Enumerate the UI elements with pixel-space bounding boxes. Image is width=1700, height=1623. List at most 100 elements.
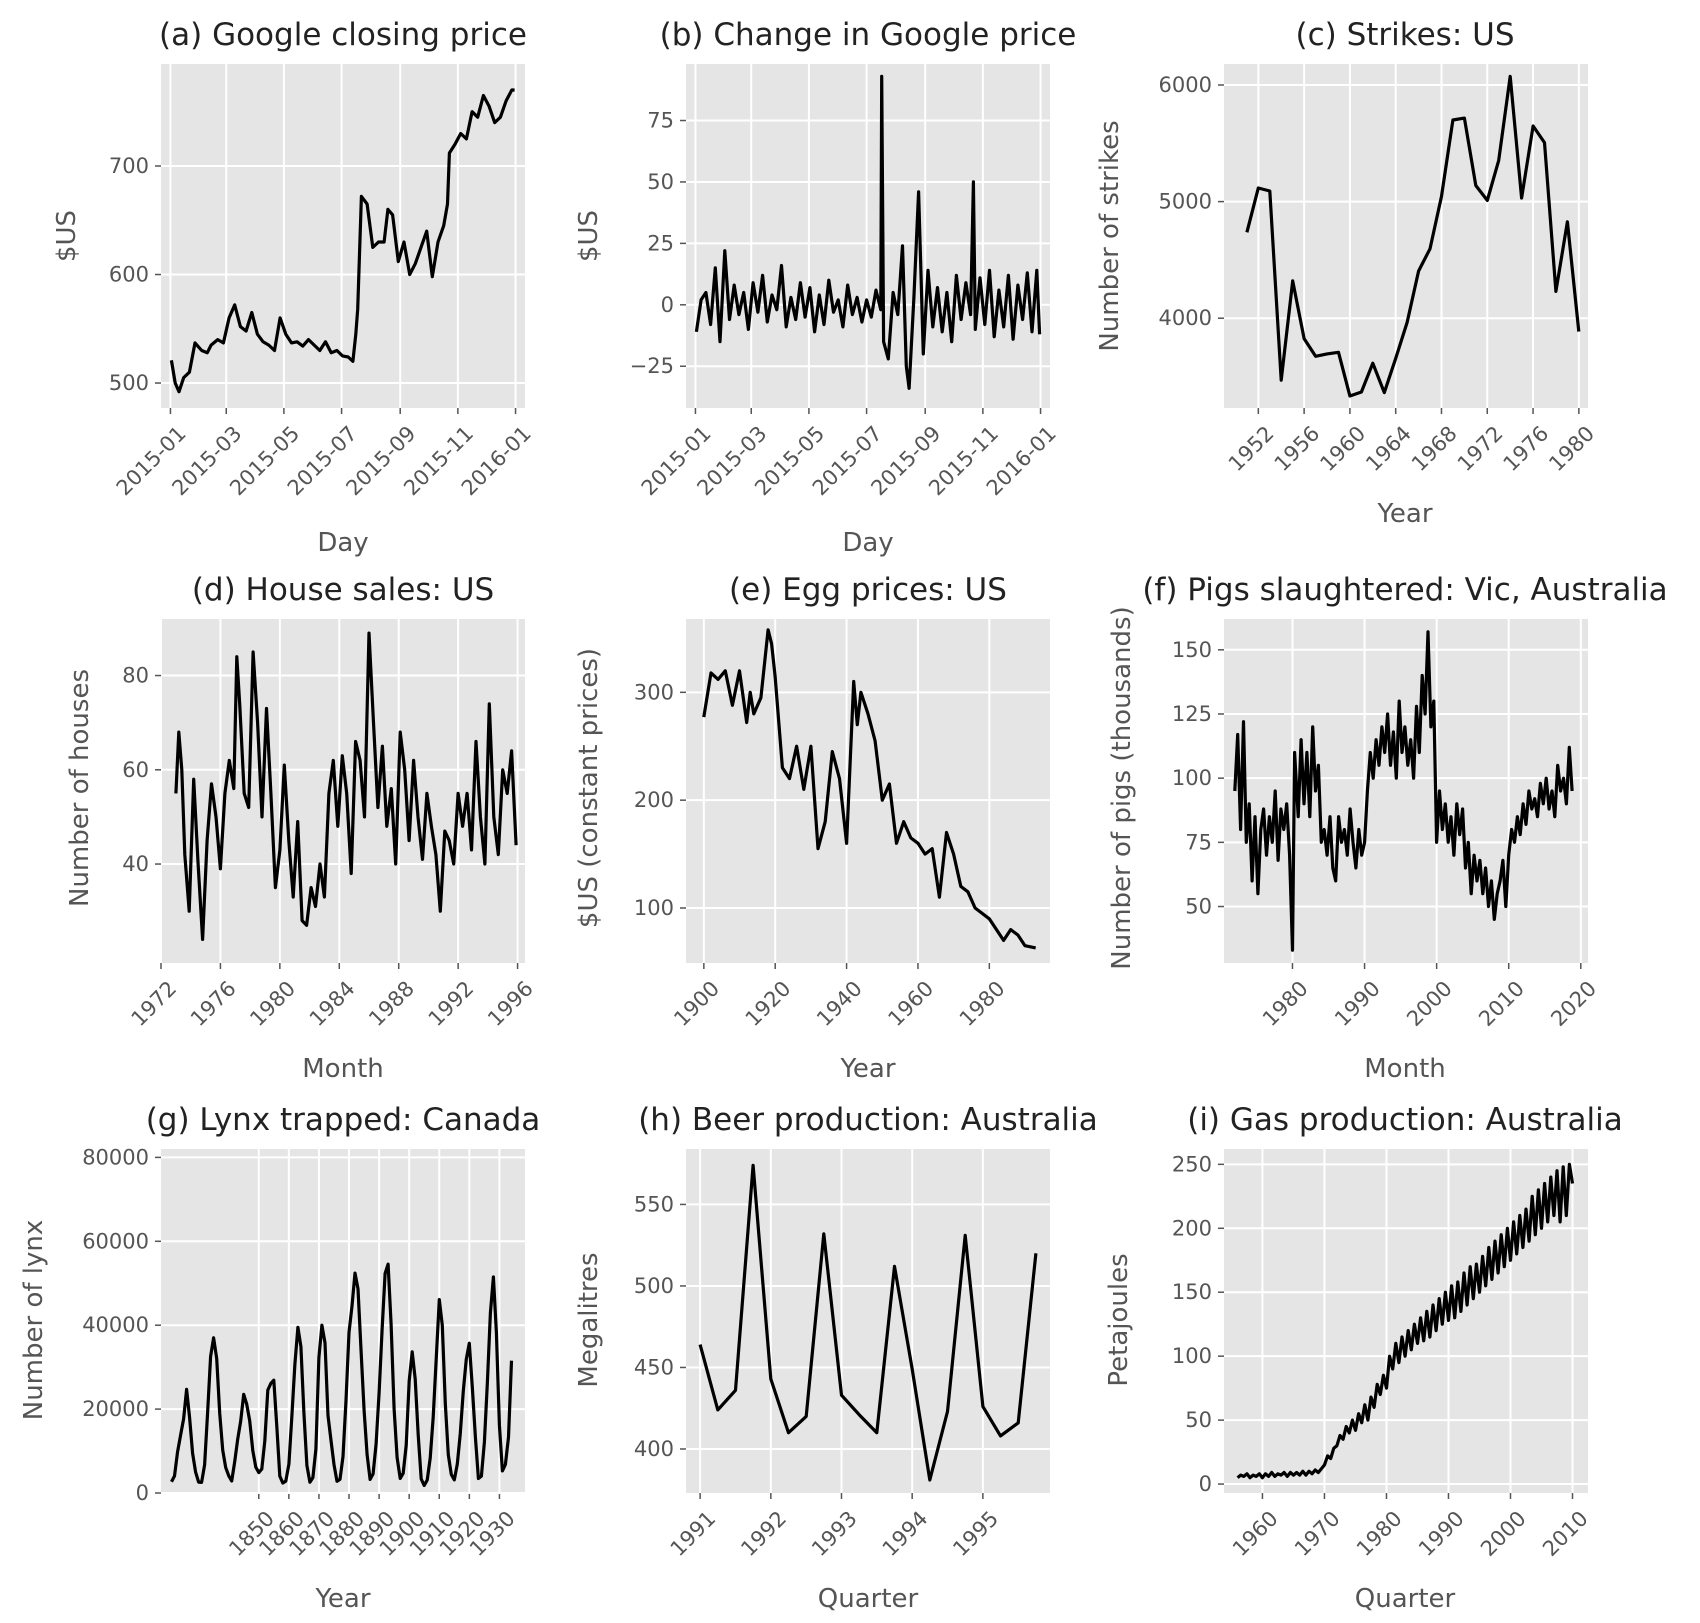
panel-f-background xyxy=(1224,619,1588,963)
panel-g-ylabel: Number of lynx xyxy=(19,1220,49,1421)
panel-a-ytick-label: 700 xyxy=(109,154,149,178)
panel-c-xtick-label: 1956 xyxy=(1270,421,1325,476)
panel-h-ytick-label: 450 xyxy=(634,1355,674,1379)
panel-i-plot-area xyxy=(1218,1149,1588,1499)
panel-i-xtick-label: 2000 xyxy=(1476,1506,1531,1561)
panel-c-plot-area xyxy=(1218,64,1588,414)
panel-i-xtick-label: 1970 xyxy=(1290,1506,1345,1561)
panel-a-ylabel: $US xyxy=(52,210,82,262)
panel-i-title: (i) Gas production: Australia xyxy=(1187,1102,1623,1138)
panel-g-series-line xyxy=(170,1262,514,1488)
panel-b-ytick-label: 50 xyxy=(647,170,674,194)
panel-e-ytick-label: 200 xyxy=(634,788,674,812)
panel-d-ylabel: Number of houses xyxy=(65,669,95,907)
panel-g-title: (g) Lynx trapped: Canada xyxy=(146,1102,541,1138)
panel-b-ytick-label: 75 xyxy=(647,109,674,133)
panel-f-ylabel: Number of pigs (thousands) xyxy=(1107,606,1137,969)
panel-b-ytick-label: 25 xyxy=(647,231,674,255)
panel-g-xlabel: Year xyxy=(314,1584,370,1614)
panel-i-ytick-label: 0 xyxy=(1199,1472,1212,1496)
panel-d-ytick-label: 40 xyxy=(122,852,149,876)
panel-i-ylabel: Petajoules xyxy=(1104,1253,1134,1386)
panel-i-xlabel: Quarter xyxy=(1355,1584,1456,1614)
panel-d-xtick-label: 1980 xyxy=(245,976,300,1031)
panel-g-ytick-label: 80000 xyxy=(82,1145,149,1169)
panel-h-ylabel: Megalitres xyxy=(574,1252,604,1387)
panel-g: (g) Lynx trapped: Canada Year Number of … xyxy=(19,1102,540,1614)
panel-c-xtick-label: 1976 xyxy=(1499,421,1554,476)
panel-h-ytick-label: 400 xyxy=(634,1437,674,1461)
panel-f-xlabel: Month xyxy=(1364,1054,1446,1084)
panel-d-ytick-label: 80 xyxy=(122,664,149,688)
panel-c-title: (c) Strikes: US xyxy=(1295,17,1514,53)
panel-b-ylabel: $US xyxy=(574,210,604,262)
panel-i-series-line xyxy=(1236,1162,1575,1480)
panel-d-xtick-label: 1984 xyxy=(305,976,360,1031)
panel-d-plot-area xyxy=(155,619,525,969)
panel-c: (c) Strikes: US Year Number of strikes 1… xyxy=(1095,17,1599,529)
panel-h-xlabel: Quarter xyxy=(818,1584,919,1614)
panel-g-ytick-label: 0 xyxy=(136,1481,149,1505)
panel-i: (i) Gas production: Australia Quarter Pe… xyxy=(1104,1102,1623,1614)
panel-f-xtick-label: 2020 xyxy=(1546,976,1601,1031)
panel-c-xtick-label: 1964 xyxy=(1361,421,1416,476)
panel-i-ytick-label: 50 xyxy=(1185,1408,1212,1432)
panel-i-xtick-label: 1960 xyxy=(1228,1506,1283,1561)
panel-h-ytick-label: 550 xyxy=(634,1192,674,1216)
panel-e-ylabel: $US (constant prices) xyxy=(574,648,604,928)
panel-e-xtick-label: 1940 xyxy=(812,976,867,1031)
panel-f-ytick-label: 75 xyxy=(1185,830,1212,854)
panel-c-xtick-label: 1968 xyxy=(1407,421,1462,476)
panel-e-title: (e) Egg prices: US xyxy=(729,572,1007,608)
panel-c-xtick-label: 1980 xyxy=(1544,421,1599,476)
panel-i-ytick-label: 200 xyxy=(1172,1216,1212,1240)
panel-i-xtick-label: 2010 xyxy=(1538,1506,1593,1561)
panel-c-xtick-label: 1972 xyxy=(1453,421,1508,476)
panel-h-xtick-label: 1995 xyxy=(948,1506,1003,1561)
panel-d-xtick-label: 1992 xyxy=(424,976,479,1031)
panel-c-xtick-label: 1960 xyxy=(1315,421,1370,476)
panel-h-xtick-label: 1994 xyxy=(878,1506,933,1561)
panel-a-ytick-label: 600 xyxy=(109,263,149,287)
panel-d-xtick-label: 1988 xyxy=(364,976,419,1031)
panel-f-ytick-label: 125 xyxy=(1172,702,1212,726)
panel-h-xtick-label: 1993 xyxy=(807,1506,862,1561)
panel-f-xtick-label: 1980 xyxy=(1258,976,1313,1031)
panel-b-xlabel: Day xyxy=(842,528,893,558)
panel-c-series-line xyxy=(1245,74,1581,398)
panel-c-ytick-label: 4000 xyxy=(1159,306,1212,330)
panel-a-series-line xyxy=(169,88,515,394)
panel-c-xlabel: Year xyxy=(1376,499,1432,529)
panel-i-xtick-label: 1990 xyxy=(1414,1506,1469,1561)
panel-d-xtick-label: 1976 xyxy=(186,976,241,1031)
panel-d-xtick-label: 1996 xyxy=(483,976,538,1031)
panel-i-ytick-label: 250 xyxy=(1172,1152,1212,1176)
panel-d-ytick-label: 60 xyxy=(122,758,149,782)
panel-e-xlabel: Year xyxy=(839,1054,895,1084)
panel-c-ytick-label: 5000 xyxy=(1159,190,1212,214)
panel-d-background xyxy=(161,619,525,963)
panel-b-ytick-label: −25 xyxy=(630,354,674,378)
panel-h-xtick-label: 1992 xyxy=(736,1506,791,1561)
panel-c-ytick-label: 6000 xyxy=(1159,73,1212,97)
panel-b-background xyxy=(686,64,1050,408)
panel-i-xtick-label: 1980 xyxy=(1352,1506,1407,1561)
panel-b-plot-area xyxy=(680,64,1050,414)
panel-b-ytick-label: 0 xyxy=(661,293,674,317)
panel-h-ytick-label: 500 xyxy=(634,1274,674,1298)
panel-d-xtick-label: 1972 xyxy=(127,976,182,1031)
panel-d: (d) House sales: US Month Number of hous… xyxy=(65,572,538,1084)
panel-h-series-line xyxy=(698,1163,1038,1482)
panel-a-background xyxy=(161,64,525,408)
panel-e-xtick-label: 1960 xyxy=(883,976,938,1031)
panel-f-series-line xyxy=(1233,630,1574,952)
panel-i-background xyxy=(1224,1149,1588,1493)
panel-b-series-line xyxy=(694,74,1042,390)
panel-d-xlabel: Month xyxy=(302,1054,384,1084)
panel-a-plot-area xyxy=(155,64,525,414)
panel-f: (f) Pigs slaughtered: Vic, Australia Mon… xyxy=(1107,572,1668,1084)
panel-e-xtick-label: 1920 xyxy=(741,976,796,1031)
panel-f-title: (f) Pigs slaughtered: Vic, Australia xyxy=(1142,572,1667,608)
panel-a-ytick-label: 500 xyxy=(109,371,149,395)
